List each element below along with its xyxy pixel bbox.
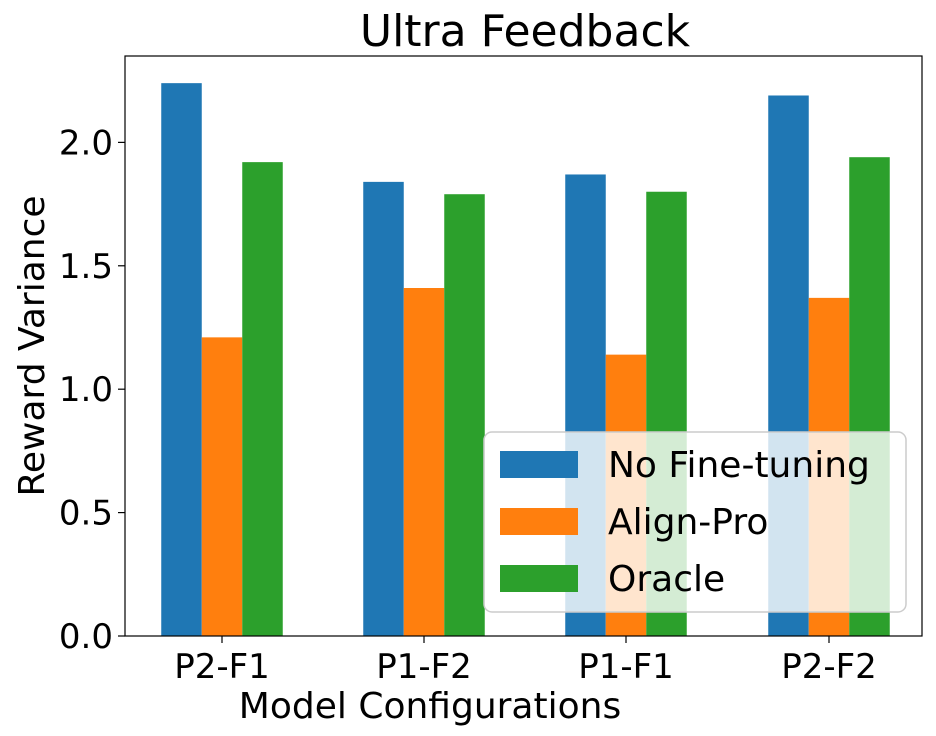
y-axis-label: Reward Variance: [12, 195, 53, 496]
y-tick-label: 0.0: [59, 617, 113, 657]
legend-label: Oracle: [608, 559, 725, 600]
legend: No Fine-tuning Align-Pro Oracle: [483, 431, 907, 613]
y-tick-label: 1.0: [59, 370, 113, 410]
legend-frame: [483, 431, 907, 613]
y-tick-label: 2.0: [59, 123, 113, 163]
legend-swatch-align-pro: [500, 508, 578, 535]
x-tick-label: P1-F2: [376, 647, 472, 687]
y-axis-ticks: 0.0 0.5 1.0 1.5 2.0: [59, 123, 125, 657]
x-tick-label: P2-F2: [781, 647, 877, 687]
y-tick-label: 0.5: [59, 494, 113, 534]
bar-oracle-p2-f1: [242, 162, 283, 636]
x-tick-label: P1-F1: [578, 647, 674, 687]
chart-title: Ultra Feedback: [360, 6, 691, 57]
x-axis-ticks: P2-F1 P1-F2 P1-F1 P2-F2: [174, 636, 877, 687]
x-axis-label: Model Configurations: [239, 686, 621, 727]
bar-align-pro-p1-f2: [403, 288, 445, 636]
legend-label: No Fine-tuning: [608, 445, 870, 486]
legend-swatch-no-fine-tuning: [500, 451, 578, 478]
bar-align-pro-p2-f1: [201, 337, 243, 636]
bar-no-fine-tuning-p1-f2: [363, 181, 404, 636]
plot-frame: [124, 55, 923, 637]
legend-label: Align-Pro: [608, 502, 768, 543]
legend-swatch-oracle: [500, 565, 578, 592]
x-tick-label: P2-F1: [174, 647, 270, 687]
bar-no-fine-tuning-p2-f1: [161, 83, 202, 636]
bar-oracle-p1-f2: [444, 194, 485, 636]
y-tick-label: 1.5: [59, 247, 113, 287]
